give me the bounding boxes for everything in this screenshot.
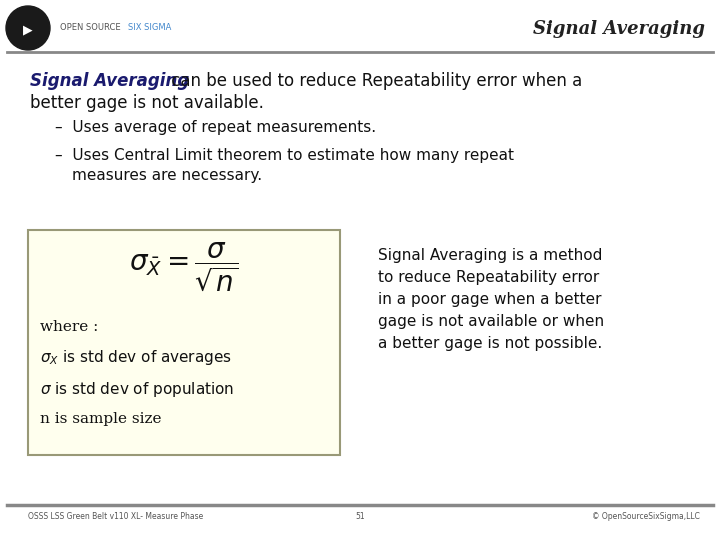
Text: –  Uses Central Limit theorem to estimate how many repeat: – Uses Central Limit theorem to estimate… [55,148,514,163]
Text: $\sigma_{X}$ is std dev of averages: $\sigma_{X}$ is std dev of averages [40,348,232,367]
Text: $\sigma$ is std dev of population: $\sigma$ is std dev of population [40,380,234,399]
Text: SIX SIGMA: SIX SIGMA [128,24,171,32]
Circle shape [6,6,50,50]
Text: Signal Averaging is a method: Signal Averaging is a method [378,248,603,263]
Text: n is sample size: n is sample size [40,412,161,426]
Text: OSSS LSS Green Belt v110 XL- Measure Phase: OSSS LSS Green Belt v110 XL- Measure Pha… [28,512,203,521]
Text: 51: 51 [355,512,365,521]
Text: © OpenSourceSixSigma,LLC: © OpenSourceSixSigma,LLC [592,512,700,521]
Text: in a poor gage when a better: in a poor gage when a better [378,292,601,307]
Text: better gage is not available.: better gage is not available. [30,94,264,112]
Text: can be used to reduce Repeatability error when a: can be used to reduce Repeatability erro… [166,72,582,90]
Text: Signal Averaging: Signal Averaging [533,20,705,38]
Text: ▶: ▶ [23,24,33,37]
Text: OPEN SOURCE: OPEN SOURCE [60,24,123,32]
Text: $\sigma_{\bar{X}} = \dfrac{\sigma}{\sqrt{n}}$: $\sigma_{\bar{X}} = \dfrac{\sigma}{\sqrt… [129,240,239,293]
Text: a better gage is not possible.: a better gage is not possible. [378,336,602,351]
Text: Signal Averaging: Signal Averaging [30,72,189,90]
Text: gage is not available or when: gage is not available or when [378,314,604,329]
Text: measures are necessary.: measures are necessary. [72,168,262,183]
Text: to reduce Repeatability error: to reduce Repeatability error [378,270,599,285]
FancyBboxPatch shape [28,230,340,455]
Text: where :: where : [40,320,99,334]
Text: –  Uses average of repeat measurements.: – Uses average of repeat measurements. [55,120,376,135]
